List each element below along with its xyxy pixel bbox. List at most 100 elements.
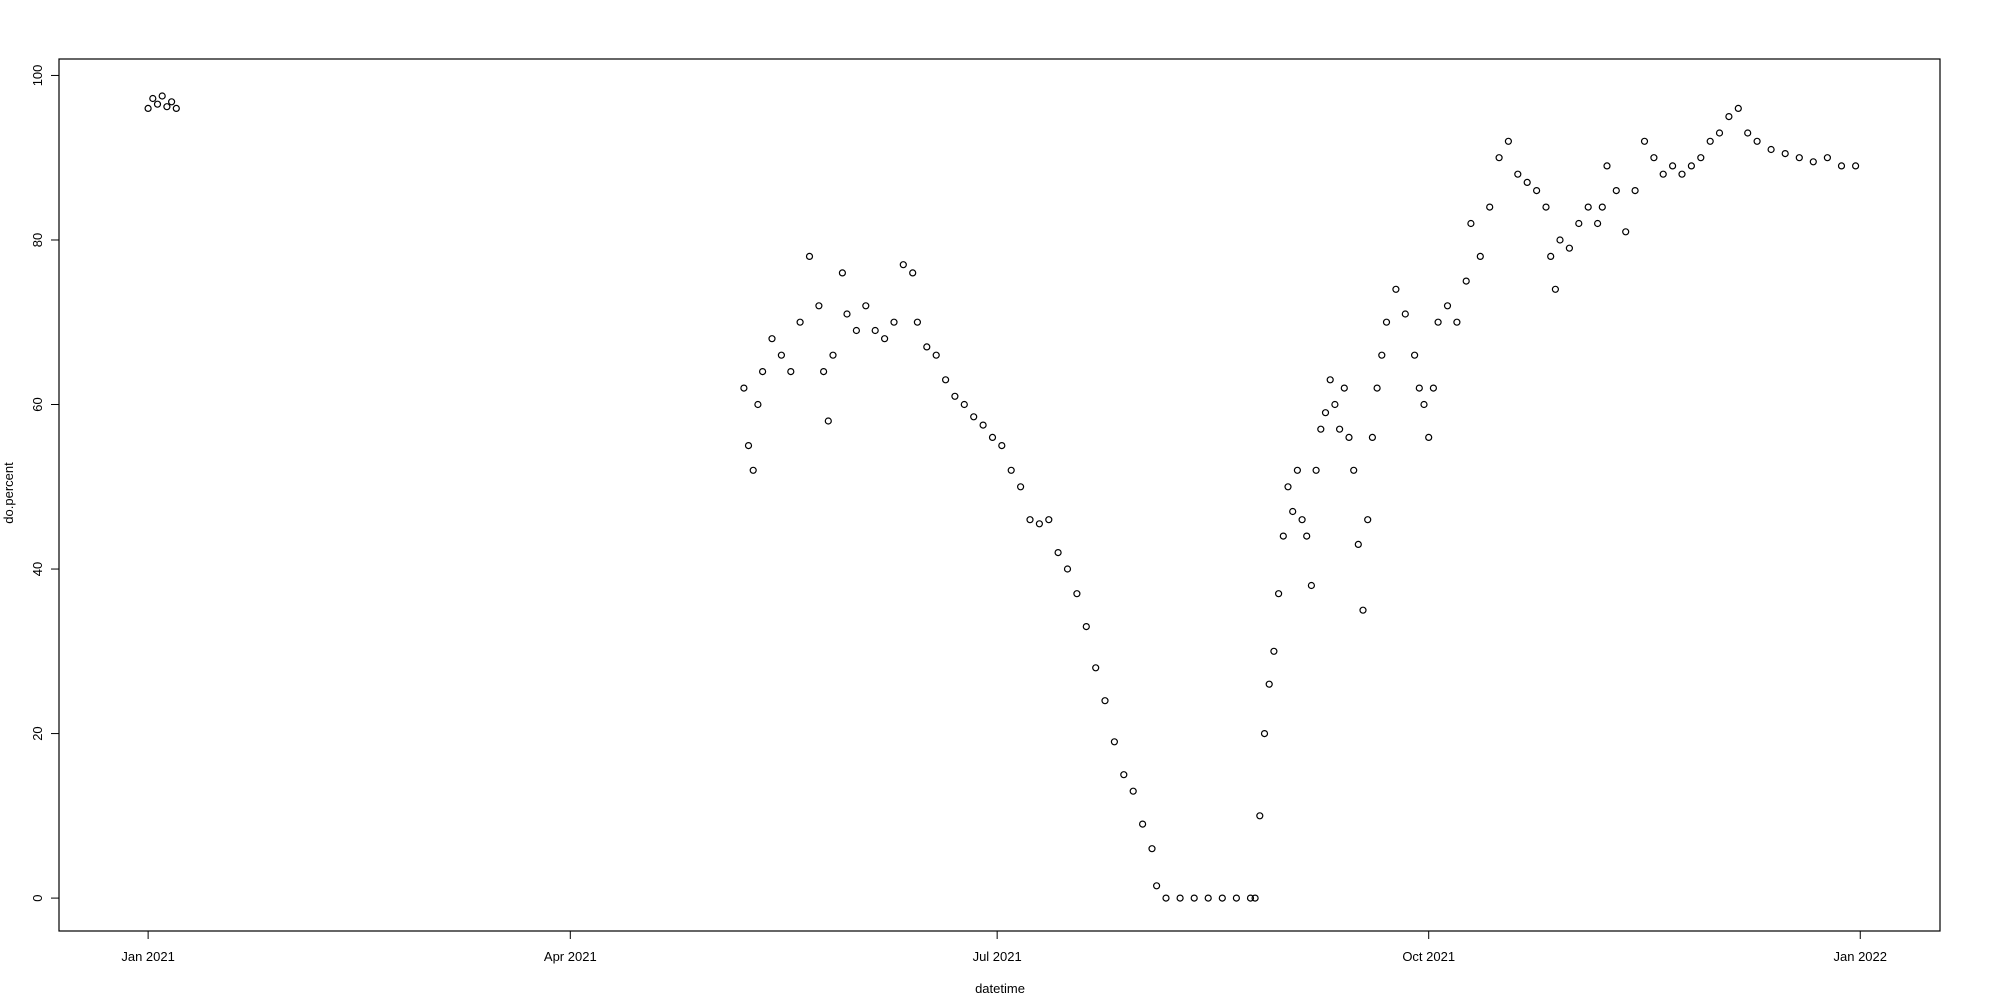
data-point bbox=[1265, 680, 1273, 688]
x-tick-label: Jan 2022 bbox=[1834, 949, 1888, 964]
data-point bbox=[1523, 178, 1531, 186]
data-point bbox=[1260, 729, 1269, 738]
data-point bbox=[1603, 162, 1611, 170]
data-point bbox=[749, 466, 757, 474]
data-point bbox=[932, 351, 940, 359]
data-point bbox=[1415, 384, 1423, 392]
x-axis-label: datetime bbox=[975, 981, 1025, 996]
data-point bbox=[1392, 285, 1400, 293]
data-point bbox=[1350, 466, 1358, 474]
data-point bbox=[163, 103, 171, 111]
data-point bbox=[1420, 400, 1428, 409]
data-point bbox=[1035, 520, 1044, 528]
data-point bbox=[805, 252, 814, 260]
data-point bbox=[1289, 507, 1297, 516]
data-point bbox=[1298, 516, 1306, 524]
data-point bbox=[829, 351, 837, 359]
data-point bbox=[1331, 400, 1339, 409]
x-axis: Jan 2021 Apr 2021 Jul 2021 Oct 2021 Jan 2022 bbox=[121, 931, 1887, 964]
data-point bbox=[740, 384, 748, 392]
data-point bbox=[1823, 154, 1832, 162]
data-point bbox=[1556, 236, 1564, 244]
data-point bbox=[1687, 162, 1696, 170]
data-point bbox=[1256, 812, 1264, 820]
data-point bbox=[1453, 318, 1461, 326]
data-point bbox=[1622, 228, 1630, 236]
y-tick-label: 20 bbox=[30, 726, 45, 740]
data-point bbox=[158, 92, 166, 100]
data-point bbox=[819, 368, 828, 376]
data-point bbox=[1744, 129, 1752, 137]
data-point bbox=[1354, 540, 1362, 549]
data-point bbox=[149, 94, 157, 103]
data-point bbox=[1640, 137, 1649, 145]
data-point bbox=[852, 326, 861, 335]
plot-frame bbox=[58, 58, 1941, 932]
data-point bbox=[1532, 187, 1541, 195]
data-point bbox=[913, 318, 922, 326]
data-point bbox=[1837, 162, 1846, 170]
x-tick-label: Oct 2021 bbox=[1402, 949, 1455, 964]
data-point bbox=[754, 400, 762, 409]
x-tick-label: Jan 2021 bbox=[121, 949, 175, 964]
data-point bbox=[1204, 894, 1212, 902]
data-point bbox=[1274, 590, 1283, 598]
data-point bbox=[1715, 129, 1724, 137]
data-point bbox=[899, 261, 907, 269]
data-point bbox=[768, 335, 776, 343]
data-point bbox=[951, 392, 959, 400]
data-point bbox=[1851, 162, 1860, 170]
data-point bbox=[1514, 170, 1522, 178]
data-point bbox=[941, 376, 950, 384]
y-axis-label: do.percent bbox=[1, 462, 16, 524]
data-point bbox=[1293, 466, 1302, 474]
data-point bbox=[1753, 137, 1761, 145]
data-point bbox=[1364, 516, 1372, 524]
data-point bbox=[1026, 516, 1034, 524]
data-point bbox=[153, 100, 162, 108]
data-point bbox=[998, 442, 1006, 450]
data-point bbox=[1668, 162, 1677, 170]
data-point bbox=[1678, 170, 1686, 178]
data-point bbox=[1542, 203, 1550, 211]
data-point bbox=[1063, 565, 1072, 573]
data-point bbox=[890, 318, 898, 326]
data-point bbox=[1575, 219, 1583, 228]
data-point bbox=[1378, 351, 1386, 359]
data-point bbox=[1486, 203, 1494, 211]
data-point bbox=[1359, 606, 1367, 614]
data-point bbox=[1016, 483, 1025, 491]
data-point bbox=[1110, 738, 1119, 746]
data-point bbox=[1082, 622, 1090, 631]
data-point bbox=[843, 310, 851, 318]
data-point bbox=[923, 343, 931, 351]
data-point bbox=[787, 368, 795, 376]
data-point bbox=[988, 433, 997, 441]
data-point bbox=[824, 417, 832, 425]
data-point bbox=[1284, 483, 1292, 491]
data-point bbox=[880, 335, 889, 343]
data-point bbox=[1307, 581, 1316, 590]
data-point bbox=[1270, 647, 1278, 655]
data-point bbox=[1321, 409, 1330, 417]
data-point bbox=[1368, 433, 1377, 441]
data-point bbox=[1279, 532, 1287, 540]
data-point bbox=[1218, 894, 1226, 902]
data-point bbox=[168, 98, 176, 106]
data-point bbox=[1462, 277, 1470, 285]
data-point bbox=[1251, 894, 1259, 902]
data-point bbox=[1401, 310, 1409, 318]
data-point bbox=[1303, 532, 1311, 540]
data-point bbox=[1382, 318, 1391, 326]
data-point bbox=[1631, 187, 1639, 195]
x-tick-label: Apr 2021 bbox=[544, 949, 597, 964]
data-point bbox=[1312, 466, 1320, 474]
data-point bbox=[1373, 384, 1381, 392]
data-point bbox=[1476, 252, 1484, 260]
data-point bbox=[1551, 285, 1560, 293]
data-point bbox=[1565, 244, 1574, 252]
data-point bbox=[1495, 154, 1503, 162]
data-point bbox=[1593, 219, 1602, 228]
